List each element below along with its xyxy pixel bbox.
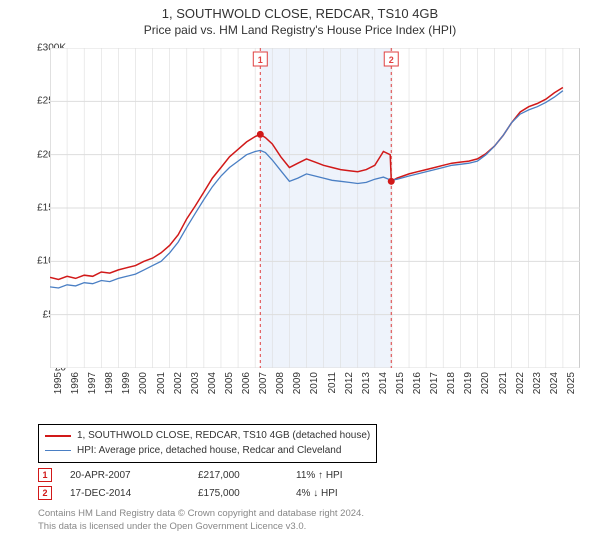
- marker-date: 20-APR-2007: [70, 470, 180, 481]
- x-tick-label: 1996: [70, 372, 81, 394]
- x-axis-labels: 1995 1996 1997 1998 1999 2000 2001 2002 2003 2004…: [50, 372, 580, 420]
- x-tick-label: 2019: [463, 372, 474, 394]
- x-tick-label: 2000: [138, 372, 149, 394]
- legend-box: 1, SOUTHWOLD CLOSE, REDCAR, TS10 4GB (de…: [38, 424, 377, 463]
- marker-price: £217,000: [198, 470, 278, 481]
- marker-index-box: 2: [38, 486, 52, 500]
- x-tick-label: 1998: [104, 372, 115, 394]
- marker-row: 2 17-DEC-2014 £175,000 4% ↓ HPI: [38, 484, 386, 502]
- titles: 1, SOUTHWOLD CLOSE, REDCAR, TS10 4GB Pri…: [0, 0, 600, 37]
- x-tick-label: 2023: [532, 372, 543, 394]
- x-tick-label: 2013: [361, 372, 372, 394]
- marker-price: £175,000: [198, 488, 278, 499]
- x-tick-label: 2007: [258, 372, 269, 394]
- plot-svg: 12: [50, 48, 580, 368]
- svg-text:1: 1: [258, 55, 263, 65]
- x-tick-label: 2006: [241, 372, 252, 394]
- title-address: 1, SOUTHWOLD CLOSE, REDCAR, TS10 4GB: [0, 6, 600, 21]
- x-tick-label: 2005: [224, 372, 235, 394]
- x-tick-label: 2011: [327, 372, 338, 394]
- x-tick-label: 2004: [207, 372, 218, 394]
- plot-area: 12: [50, 48, 580, 368]
- x-tick-label: 2022: [515, 372, 526, 394]
- x-tick-label: 2017: [429, 372, 440, 394]
- marker-delta: 4% ↓ HPI: [296, 488, 386, 499]
- legend-swatch: [45, 435, 71, 437]
- x-tick-label: 2012: [344, 372, 355, 394]
- footer-line1: Contains HM Land Registry data © Crown c…: [38, 508, 364, 521]
- footer-attribution: Contains HM Land Registry data © Crown c…: [38, 508, 364, 534]
- x-tick-label: 2008: [275, 372, 286, 394]
- x-tick-label: 2015: [395, 372, 406, 394]
- x-tick-label: 2016: [412, 372, 423, 394]
- x-tick-label: 1995: [53, 372, 64, 394]
- x-tick-label: 2024: [549, 372, 560, 394]
- x-tick-label: 2018: [446, 372, 457, 394]
- legend-label: HPI: Average price, detached house, Redc…: [77, 444, 341, 459]
- legend-item: 1, SOUTHWOLD CLOSE, REDCAR, TS10 4GB (de…: [45, 429, 370, 444]
- x-tick-label: 2014: [378, 372, 389, 394]
- footer-line2: This data is licensed under the Open Gov…: [38, 521, 364, 534]
- legend-label: 1, SOUTHWOLD CLOSE, REDCAR, TS10 4GB (de…: [77, 429, 370, 444]
- x-tick-label: 1999: [121, 372, 132, 394]
- chart-page: 1, SOUTHWOLD CLOSE, REDCAR, TS10 4GB Pri…: [0, 0, 600, 560]
- x-tick-label: 2003: [190, 372, 201, 394]
- title-subtitle: Price paid vs. HM Land Registry's House …: [0, 23, 600, 37]
- x-tick-label: 2010: [309, 372, 320, 394]
- x-tick-label: 2002: [173, 372, 184, 394]
- x-tick-label: 2001: [156, 372, 167, 394]
- marker-index-box: 1: [38, 468, 52, 482]
- x-tick-label: 2020: [480, 372, 491, 394]
- svg-text:2: 2: [389, 55, 394, 65]
- marker-row: 1 20-APR-2007 £217,000 11% ↑ HPI: [38, 466, 386, 484]
- legend-item: HPI: Average price, detached house, Redc…: [45, 444, 370, 459]
- legend-swatch: [45, 450, 71, 451]
- marker-table: 1 20-APR-2007 £217,000 11% ↑ HPI 2 17-DEC-201…: [38, 466, 386, 502]
- marker-date: 17-DEC-2014: [70, 488, 180, 499]
- x-tick-label: 2009: [292, 372, 303, 394]
- x-tick-label: 2025: [566, 372, 577, 394]
- x-tick-label: 1997: [87, 372, 98, 394]
- x-tick-label: 2021: [498, 372, 509, 394]
- marker-delta: 11% ↑ HPI: [296, 470, 386, 481]
